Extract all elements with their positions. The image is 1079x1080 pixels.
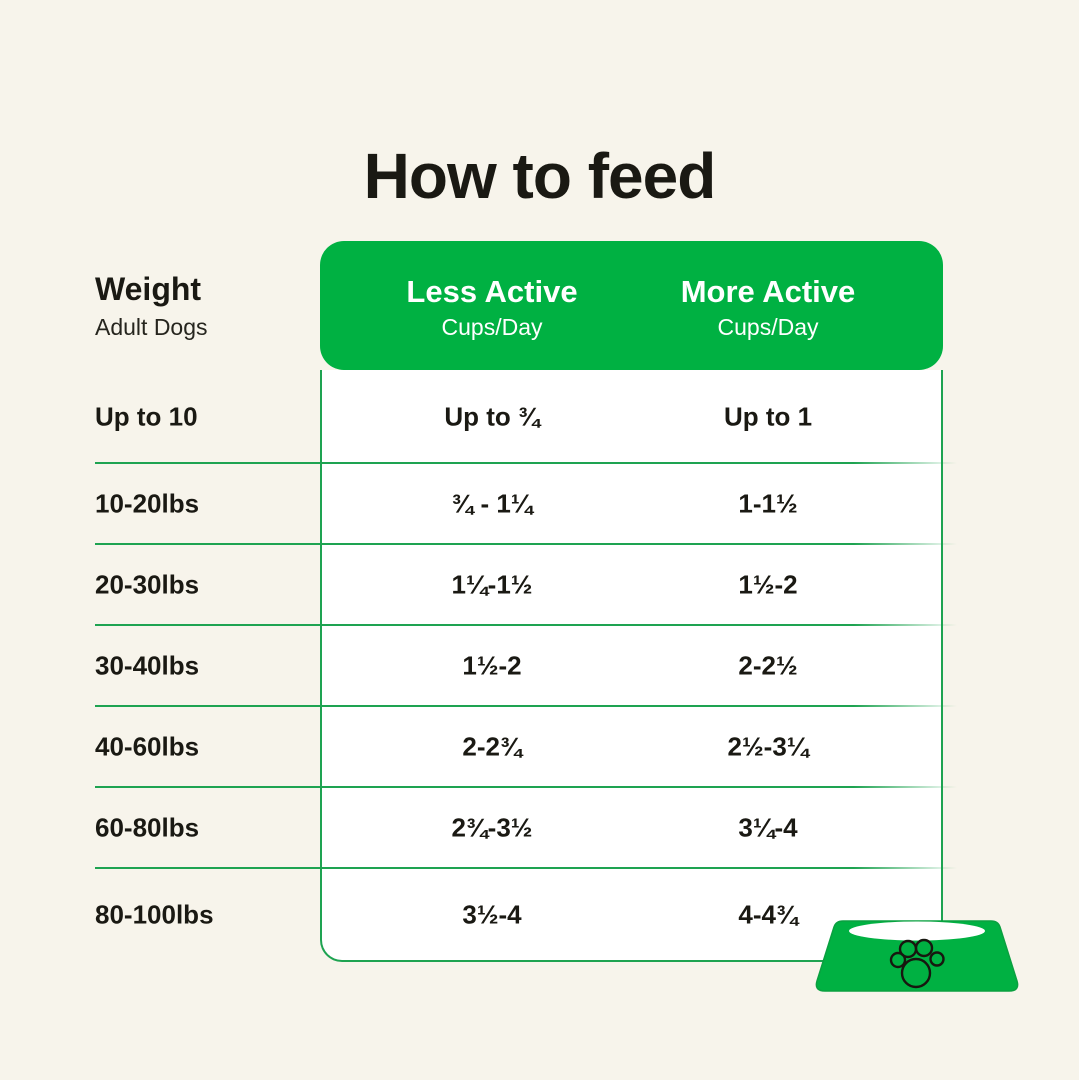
weight-column-title: Weight <box>95 271 202 307</box>
page-title: How to feed <box>363 139 717 212</box>
less-active-cell: Up to ¾ <box>444 401 540 432</box>
table-row: Up to 10 Up to ¾ Up to 1 <box>0 371 1079 463</box>
more-active-cell: Up to 1 <box>723 401 813 432</box>
more-active-cell: 1½-2 <box>738 569 798 599</box>
feeding-table: Up to 10 Up to ¾ Up to 1 10-20lbs ¾ - 1¼… <box>0 371 1079 962</box>
column-header-less-active: Less Active Cups/Day <box>332 274 652 341</box>
less-active-label: Less Active <box>406 274 578 310</box>
more-active-cell: 2-2½ <box>738 650 798 680</box>
less-active-cell: ¾ - 1¼ <box>451 488 533 518</box>
more-active-cell: 1-1½ <box>738 488 798 518</box>
more-active-label: More Active <box>680 274 856 310</box>
paw-print-icon <box>889 938 945 989</box>
table-row: 80-100lbs 3½-4 4-4¾ <box>0 867 1079 962</box>
table-row: 20-30lbs 1¼-1½ 1½-2 <box>0 543 1079 625</box>
less-active-cell: 2-2¾ <box>462 731 522 761</box>
table-row: 60-80lbs 2¾-3½ 3¼-4 <box>0 786 1079 868</box>
weight-cell: 40-60lbs <box>95 731 200 761</box>
dog-bowl-icon <box>813 913 1021 999</box>
table-row: 30-40lbs 1½-2 2-2½ <box>0 624 1079 706</box>
less-active-cell: 1¼-1½ <box>451 569 533 599</box>
table-header: Less Active Cups/Day More Active Cups/Da… <box>320 241 943 370</box>
less-active-sublabel: Cups/Day <box>441 314 543 341</box>
weight-cell: 10-20lbs <box>95 488 200 518</box>
more-active-cell: 2½-3¼ <box>727 731 809 761</box>
weight-cell: 80-100lbs <box>95 899 214 930</box>
less-active-cell: 3½-4 <box>462 899 522 930</box>
weight-column-subtitle: Adult Dogs <box>95 314 208 341</box>
weight-cell: 30-40lbs <box>95 650 200 680</box>
column-header-more-active: More Active Cups/Day <box>608 274 928 341</box>
more-active-sublabel: Cups/Day <box>717 314 819 341</box>
weight-cell: 20-30lbs <box>95 569 200 599</box>
table-row: 40-60lbs 2-2¾ 2½-3¼ <box>0 705 1079 787</box>
weight-cell: 60-80lbs <box>95 812 200 842</box>
weight-cell: Up to 10 <box>95 401 198 432</box>
table-row: 10-20lbs ¾ - 1¼ 1-1½ <box>0 462 1079 544</box>
table-body <box>320 370 943 962</box>
more-active-cell: 4-4¾ <box>738 899 798 930</box>
weight-column-header: Weight Adult Dogs <box>95 271 208 341</box>
less-active-cell: 1½-2 <box>462 650 522 680</box>
more-active-cell: 3¼-4 <box>738 812 798 842</box>
less-active-cell: 2¾-3½ <box>451 812 533 842</box>
